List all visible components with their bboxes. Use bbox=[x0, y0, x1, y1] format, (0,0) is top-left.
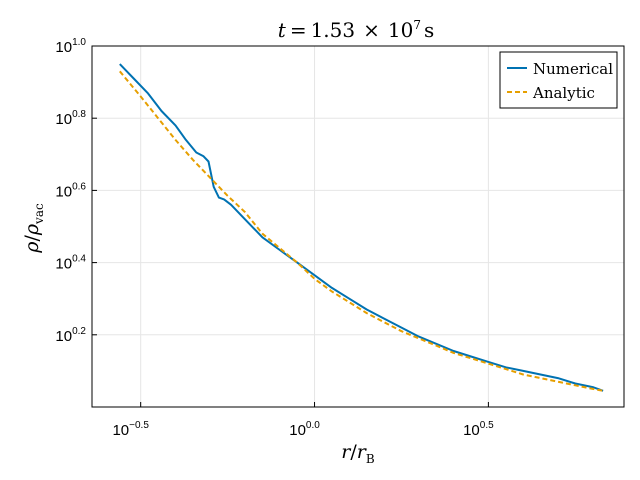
x-axis-title: r/rB bbox=[341, 441, 375, 466]
series-layer bbox=[119, 63, 604, 392]
grid-lines bbox=[92, 45, 624, 407]
x-axis-ticks: 10−0.5 100.0 100.5 bbox=[112, 402, 494, 439]
series-line-numerical bbox=[119, 63, 604, 392]
y-axis-ticks: 100.2 100.4 100.6 100.8 101.0 bbox=[55, 37, 97, 345]
y-tick-label: 100.2 bbox=[55, 326, 86, 345]
legend-label-analytic: Analytic bbox=[532, 84, 595, 102]
x-tick-label: 10−0.5 bbox=[112, 420, 149, 439]
x-tick-label: 100.0 bbox=[289, 420, 320, 439]
y-tick-label: 100.6 bbox=[55, 181, 86, 200]
legend: Numerical Analytic bbox=[499, 51, 618, 109]
y-tick-label: 100.4 bbox=[55, 254, 86, 273]
plot-frame bbox=[91, 45, 625, 408]
y-axis-title: ρ/ρvac bbox=[21, 203, 46, 254]
y-tick-label: 101.0 bbox=[55, 37, 86, 56]
x-tick-label: 100.5 bbox=[463, 420, 494, 439]
y-tick-label: 100.8 bbox=[55, 109, 86, 128]
series-line-analytic bbox=[119, 70, 604, 392]
legend-box bbox=[499, 51, 618, 109]
chart-title: t = 1.53 × 107 s bbox=[278, 18, 434, 42]
legend-label-numerical: Numerical bbox=[533, 60, 613, 78]
